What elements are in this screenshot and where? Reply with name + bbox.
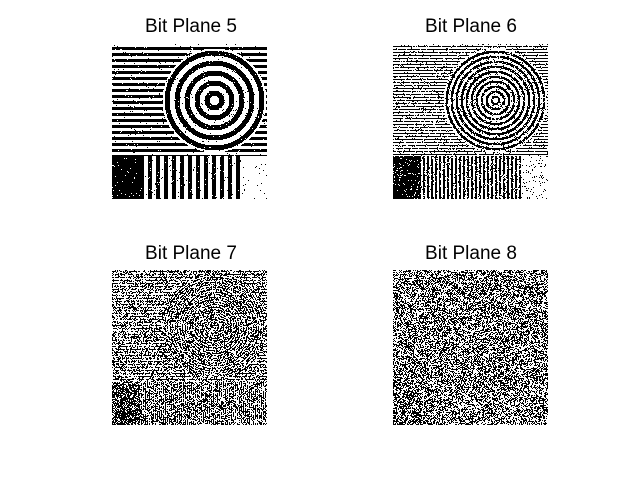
bit-plane-7-image (112, 270, 267, 425)
bit-plane-6-title: Bit Plane 6 (321, 16, 621, 38)
bit-plane-5-title: Bit Plane 5 (41, 16, 341, 38)
bit-plane-7-title: Bit Plane 7 (41, 243, 341, 265)
bit-plane-8-image (393, 270, 548, 425)
bit-plane-5-image (112, 44, 267, 199)
bit-plane-8-title: Bit Plane 8 (321, 243, 621, 265)
bit-plane-6-image (393, 44, 548, 199)
